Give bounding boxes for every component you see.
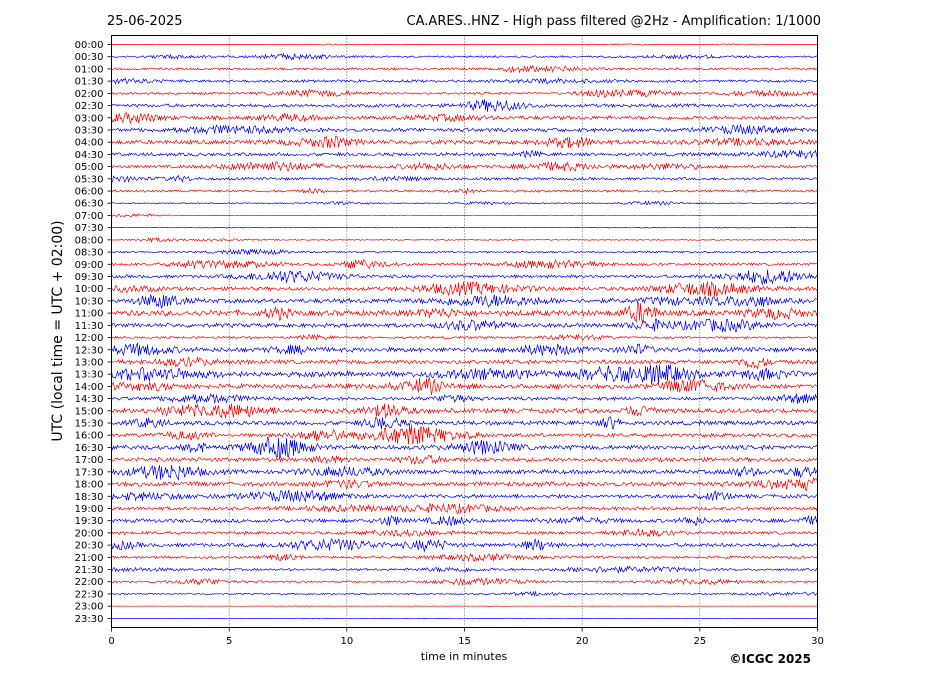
trace-1200 [111,333,818,341]
row-label: 07:30 [75,223,104,234]
row-label: 04:30 [75,150,104,161]
x-tick-label: 20 [576,636,589,647]
row-label: 16:30 [75,443,104,454]
trace-group [111,43,818,619]
row-label: 02:00 [75,89,104,100]
row-label: 10:00 [75,284,104,295]
grid-lines [228,35,701,628]
trace-2100 [111,552,818,562]
row-label: 13:00 [75,357,104,368]
row-label: 14:30 [75,394,104,405]
row-label: 17:30 [75,467,104,478]
row-label: 12:30 [75,345,104,356]
x-tick-label: 30 [811,636,824,647]
x-axis-label: time in minutes [421,650,508,663]
row-label: 18:00 [75,480,104,491]
row-label: 23:00 [75,602,104,613]
trace-2000 [111,527,818,538]
row-label: 19:00 [75,504,104,515]
row-label: 13:30 [75,370,104,381]
trace-1830 [111,490,818,503]
row-label: 23:30 [75,614,104,625]
trace-1630 [111,436,818,459]
row-label: 11:30 [75,321,104,332]
row-label: 19:30 [75,516,104,527]
row-label: 07:00 [75,211,104,222]
trace-0100 [111,65,818,74]
trace-2200 [111,577,818,587]
row-label: 04:00 [75,138,104,149]
row-label: 08:30 [75,248,104,259]
row-label: 20:30 [75,541,104,552]
x-tick-label: 15 [458,636,471,647]
row-label: 01:30 [75,77,104,88]
trace-1000 [111,281,818,298]
row-label: 09:30 [75,272,104,283]
row-label: 16:00 [75,431,104,442]
trace-2130 [111,565,818,574]
y-axis-label: UTC (local time = UTC + 02:00) [50,220,66,441]
row-label: 01:00 [75,64,104,75]
row-label: 15:30 [75,419,104,430]
chart-title: CA.ARES..HNZ - High pass filtered @2Hz -… [407,14,821,29]
row-label: 00:30 [75,52,104,63]
row-label: 00:00 [75,40,104,51]
row-label: 05:30 [75,174,104,185]
row-label: 08:00 [75,235,104,246]
date-label: 25-06-2025 [107,14,183,29]
row-label: 09:00 [75,260,104,271]
row-label: 17:00 [75,455,104,466]
trace-0230 [111,99,818,112]
row-label: 22:00 [75,577,104,588]
row-label: 18:30 [75,492,104,503]
copyright-label: ©ICGC 2025 [729,652,811,666]
trace-1130 [111,318,818,333]
trace-1930 [111,514,818,527]
row-label: 02:30 [75,101,104,112]
trace-1800 [111,476,818,491]
trace-0700 [111,213,818,218]
trace-0430 [111,149,818,160]
trace-1230 [111,341,818,357]
trace-0930 [111,269,818,286]
row-label: 14:00 [75,382,104,393]
trace-1730 [111,465,818,481]
trace-0630 [111,200,818,206]
x-axis-ticks: 0 5 10 15 20 25 30 [108,627,824,647]
trace-1300 [111,356,818,371]
row-label: 11:00 [75,309,104,320]
row-label: 03:30 [75,125,104,136]
trace-1530 [111,416,818,430]
trace-1900 [111,502,818,515]
row-label: 05:00 [75,162,104,173]
x-tick-label: 10 [340,636,353,647]
row-label: 15:00 [75,406,104,417]
x-tick-label: 0 [108,636,114,647]
row-label: 20:00 [75,528,104,539]
row-label: 21:30 [75,565,104,576]
row-label: 10:30 [75,296,104,307]
row-label: 06:00 [75,187,104,198]
row-label: 21:00 [75,553,104,564]
trace-1400 [111,376,818,395]
row-label: 12:00 [75,333,104,344]
x-tick-label: 25 [693,636,706,647]
x-tick-label: 5 [226,636,232,647]
trace-1700 [111,454,818,465]
row-label: 06:30 [75,199,104,210]
plot-frame [111,35,818,628]
trace-0500 [111,160,818,172]
trace-1500 [111,403,818,419]
row-label: 22:30 [75,589,104,600]
trace-0330 [111,124,818,135]
row-label: 03:00 [75,113,104,124]
trace-1430 [111,393,818,404]
